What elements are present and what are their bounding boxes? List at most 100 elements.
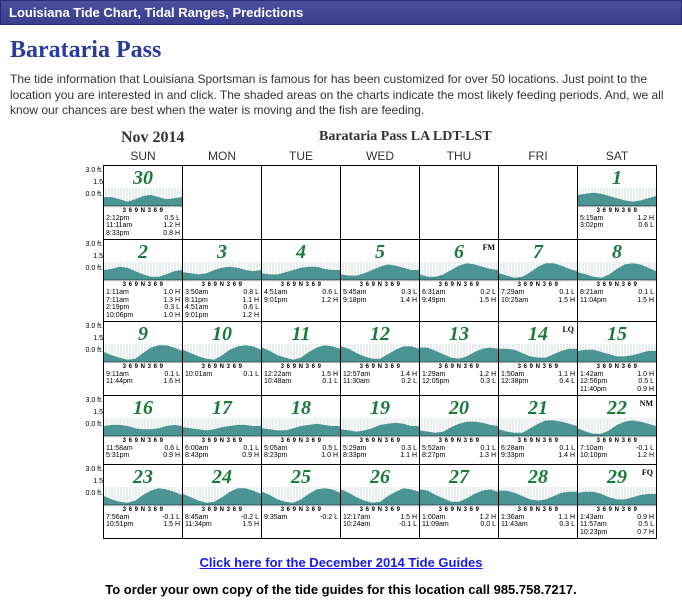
- moon-phase: NM: [640, 400, 653, 408]
- moon-phase: LQ: [562, 326, 574, 334]
- day-number: 3: [183, 240, 261, 262]
- tide-times: 7:29am0.1 L10:25am1.5 H: [499, 288, 577, 305]
- next-month-link-row: Click here for the December 2014 Tide Gu…: [10, 555, 672, 570]
- tide-times: 4:51am0.6 L9:01pm1.2 H: [262, 288, 340, 305]
- day-cell: 233 6 9 N 3 6 97:56am-0.1 L10:51pm1.5 H: [104, 464, 183, 538]
- day-number: 2: [104, 240, 182, 262]
- tide-times: 6:00am0.1 L8:43pm0.9 H: [183, 444, 261, 461]
- tide-chart: Nov 2014 Barataria Pass LA LDT-LST SUNMO…: [10, 129, 672, 539]
- tide-times: 1:36am1.1 H11:43am0.3 L: [499, 513, 577, 530]
- tide-times: 7:56am-0.1 L10:51pm1.5 H: [104, 513, 182, 530]
- day-cell: 22NM3 6 9 N 3 6 97:10am-0.1 L10:10pm1.2 …: [578, 395, 657, 464]
- tide-times: 10:01am0.1 L: [183, 370, 261, 380]
- y-axis-labels: 3.0 ft.1.50.0 ft.: [25, 464, 104, 538]
- empty-cell: [420, 165, 499, 239]
- day-number: 20: [420, 396, 498, 418]
- day-cell: 113 6 9 N 3 6 912:22am1.5 H10:48am0.1 L: [262, 321, 341, 395]
- day-cell: 243 6 9 N 3 6 98:45am-0.2 L11:34pm1.5 H: [183, 464, 262, 538]
- day-cell: 213 6 9 N 3 6 96:28am0.1 L9:33pm1.4 H: [499, 395, 578, 464]
- day-cell: 273 6 9 N 3 6 91:00am1.2 H11:09am0.0 L: [420, 464, 499, 538]
- tide-times: 9:35am-0.2 L: [262, 513, 340, 523]
- day-number: 8: [578, 240, 656, 262]
- day-number: 25: [262, 465, 340, 487]
- tide-times: 5:05am0.5 L8:23pm1.0 H: [262, 444, 340, 461]
- day-cell: 263 6 9 N 3 6 912:17am1.5 H10:24am-0.1 L: [341, 464, 420, 538]
- empty-cell: [262, 165, 341, 239]
- weekday-header: WED: [341, 147, 420, 166]
- next-month-link[interactable]: Click here for the December 2014 Tide Gu…: [200, 555, 483, 570]
- y-axis-labels: 3.0 ft.1.50.0 ft.: [25, 395, 104, 464]
- day-cell: 183 6 9 N 3 6 95:05am0.5 L8:23pm1.0 H: [262, 395, 341, 464]
- day-cell: 133 6 9 N 3 6 91:29am1.2 H12:05pm0.3 L: [420, 321, 499, 395]
- day-number: 30: [104, 166, 182, 188]
- tide-times: 7:10am-0.1 L10:10pm1.2 H: [578, 444, 656, 461]
- tide-times: 6:31am0.2 L9:49pm1.5 H: [420, 288, 498, 305]
- day-cell: 203 6 9 N 3 6 95:52am0.1 L8:27pm1.3 H: [420, 395, 499, 464]
- day-number: 11: [262, 322, 340, 344]
- tide-times: 2:12pm0.5 L11:11am1.2 H8:33pm0.8 H: [104, 214, 182, 239]
- day-cell: 29FQ3 6 9 N 3 6 91:43am0.9 H11:57am0.5 L…: [578, 464, 657, 538]
- y-axis-labels: 3.0 ft.1.50.0 ft.: [25, 239, 104, 321]
- tide-times: 12:22am1.5 H10:48am0.1 L: [262, 370, 340, 387]
- tide-times: 1:29am1.2 H12:05pm0.3 L: [420, 370, 498, 387]
- day-number: 19: [341, 396, 419, 418]
- day-number: 24: [183, 465, 261, 487]
- day-number: 28: [499, 465, 577, 487]
- tide-times: 12:17am1.5 H10:24am-0.1 L: [341, 513, 419, 530]
- day-number: 29FQ: [578, 465, 656, 487]
- calendar-table: SUNMONTUEWEDTHUFRISAT 3.0 ft.1.50.0 ft.3…: [25, 147, 657, 539]
- tide-times: 8:21am0.1 L11:04pm1.5 H: [578, 288, 656, 305]
- moon-phase: FM: [483, 244, 495, 252]
- day-cell: 93 6 9 N 3 6 99:11am0.1 L11:44pm1.6 H: [104, 321, 183, 395]
- day-number: 17: [183, 396, 261, 418]
- day-cell: 153 6 9 N 3 6 91:42am1.0 H12:56pm0.5 L11…: [578, 321, 657, 395]
- tide-times: 5:52am0.1 L8:27pm1.3 H: [420, 444, 498, 461]
- day-cell: 43 6 9 N 3 6 94:51am0.6 L9:01pm1.2 H: [262, 239, 341, 321]
- day-number: 27: [420, 465, 498, 487]
- day-number: 1: [578, 166, 656, 188]
- day-number: 14LQ: [499, 322, 577, 344]
- weekday-header: SUN: [104, 147, 183, 166]
- weekday-header: MON: [183, 147, 262, 166]
- day-cell: 283 6 9 N 3 6 91:36am1.1 H11:43am0.3 L: [499, 464, 578, 538]
- day-cell: 303 6 9 N 3 6 92:12pm0.5 L11:11am1.2 H8:…: [104, 165, 183, 239]
- day-number: 12: [341, 322, 419, 344]
- moon-phase: FQ: [642, 469, 653, 477]
- day-number: 15: [578, 322, 656, 344]
- day-number: 26: [341, 465, 419, 487]
- tide-times: 1:11am1.0 H7:11am1.3 H2:19pm0.3 L10:06pm…: [104, 288, 182, 321]
- day-number: 13: [420, 322, 498, 344]
- day-number: 23: [104, 465, 182, 487]
- weekday-header: THU: [420, 147, 499, 166]
- day-number: 6FM: [420, 240, 498, 262]
- tide-times: 1:42am1.0 H12:56pm0.5 L11:40pm0.9 H: [578, 370, 656, 395]
- day-number: 4: [262, 240, 340, 262]
- tide-times: 12:57am1.4 H11:30am0.2 L: [341, 370, 419, 387]
- weekday-header: FRI: [499, 147, 578, 166]
- day-cell: 163 6 9 N 3 6 911:58am0.6 L5:31pm0.9 H: [104, 395, 183, 464]
- tide-times: 8:45am-0.2 L11:34pm1.5 H: [183, 513, 261, 530]
- tide-times: 1:43am0.9 H11:57am0.5 L10:23pm0.7 H: [578, 513, 656, 538]
- empty-cell: [499, 165, 578, 239]
- tide-times: 1:50am1.1 H12:38pm0.4 L: [499, 370, 577, 387]
- day-cell: 253 6 9 N 3 6 99:35am-0.2 L: [262, 464, 341, 538]
- day-cell: 83 6 9 N 3 6 98:21am0.1 L11:04pm1.5 H: [578, 239, 657, 321]
- day-cell: 103 6 9 N 3 6 910:01am0.1 L: [183, 321, 262, 395]
- header-title: Louisiana Tide Chart, Tidal Ranges, Pred…: [9, 5, 303, 20]
- tide-times: 6:28am0.1 L9:33pm1.4 H: [499, 444, 577, 461]
- tide-times: 1:00am1.2 H11:09am0.0 L: [420, 513, 498, 530]
- day-number: 10: [183, 322, 261, 344]
- chart-title: Barataria Pass LA LDT-LST: [319, 129, 492, 144]
- day-number: 21: [499, 396, 577, 418]
- page-header-bar: Louisiana Tide Chart, Tidal Ranges, Pred…: [0, 0, 682, 25]
- day-number: 18: [262, 396, 340, 418]
- intro-text: The tide information that Louisiana Spor…: [10, 72, 672, 119]
- day-cell: 173 6 9 N 3 6 96:00am0.1 L8:43pm0.9 H: [183, 395, 262, 464]
- day-cell: 193 6 9 N 3 6 95:29am0.3 L8:33pm1.1 H: [341, 395, 420, 464]
- month-year: Nov 2014: [121, 129, 185, 147]
- tide-times: 5:29am0.3 L8:33pm1.1 H: [341, 444, 419, 461]
- day-cell: 14LQ3 6 9 N 3 6 91:50am1.1 H12:38pm0.4 L: [499, 321, 578, 395]
- tide-times: 5:45am0.3 L9:18pm1.4 H: [341, 288, 419, 305]
- weekday-header: TUE: [262, 147, 341, 166]
- tide-times: 5:15am1.2 H3:02pm0.6 L: [578, 214, 656, 231]
